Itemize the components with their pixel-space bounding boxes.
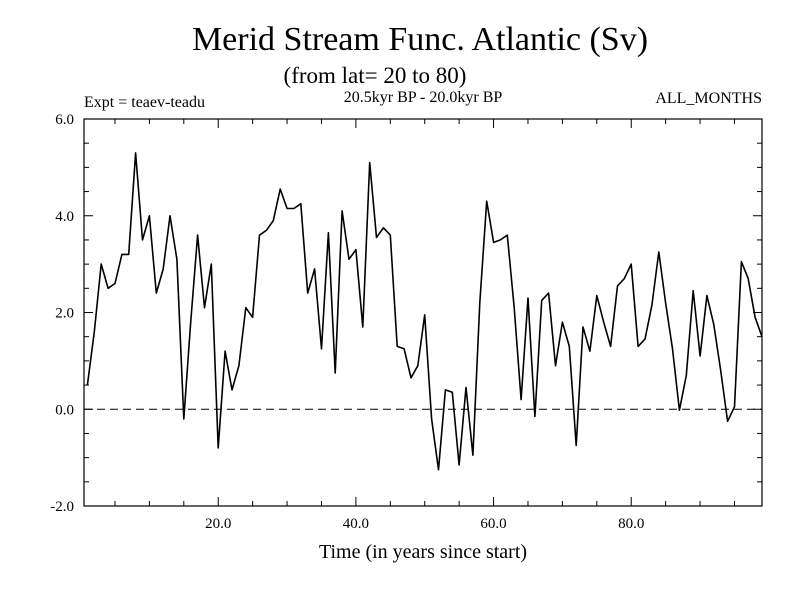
- y-tick-label: 0.0: [55, 402, 74, 418]
- y-tick-label: 6.0: [55, 112, 74, 128]
- chart-title: Merid Stream Func. Atlantic (Sv): [192, 21, 648, 58]
- series-line: [86, 152, 763, 471]
- plot-area-frame: [83, 118, 763, 507]
- y-tick-label: 4.0: [55, 209, 74, 225]
- y-tick-label: 2.0: [55, 306, 74, 322]
- experiment-note: Expt = teaev-teadu: [84, 94, 205, 111]
- axis-ticks: [84, 118, 762, 507]
- axis-tick-labels: -2.0 0.0 2.0 4.0 6.0 20.0 40.0 60.0 80.0: [50, 112, 644, 532]
- months-note: ALL_MONTHS: [655, 90, 762, 107]
- y-tick-label: -2.0: [50, 499, 74, 515]
- period-note: 20.5kyr BP - 20.0kyr BP: [344, 89, 503, 106]
- x-tick-label: 60.0: [480, 516, 506, 532]
- x-tick-label: 40.0: [343, 516, 369, 532]
- x-tick-label: 20.0: [205, 516, 231, 532]
- x-tick-label: 80.0: [618, 516, 644, 532]
- chart-subtitle: (from lat= 20 to 80): [284, 63, 467, 88]
- x-axis-label: Time (in years since start): [319, 541, 527, 563]
